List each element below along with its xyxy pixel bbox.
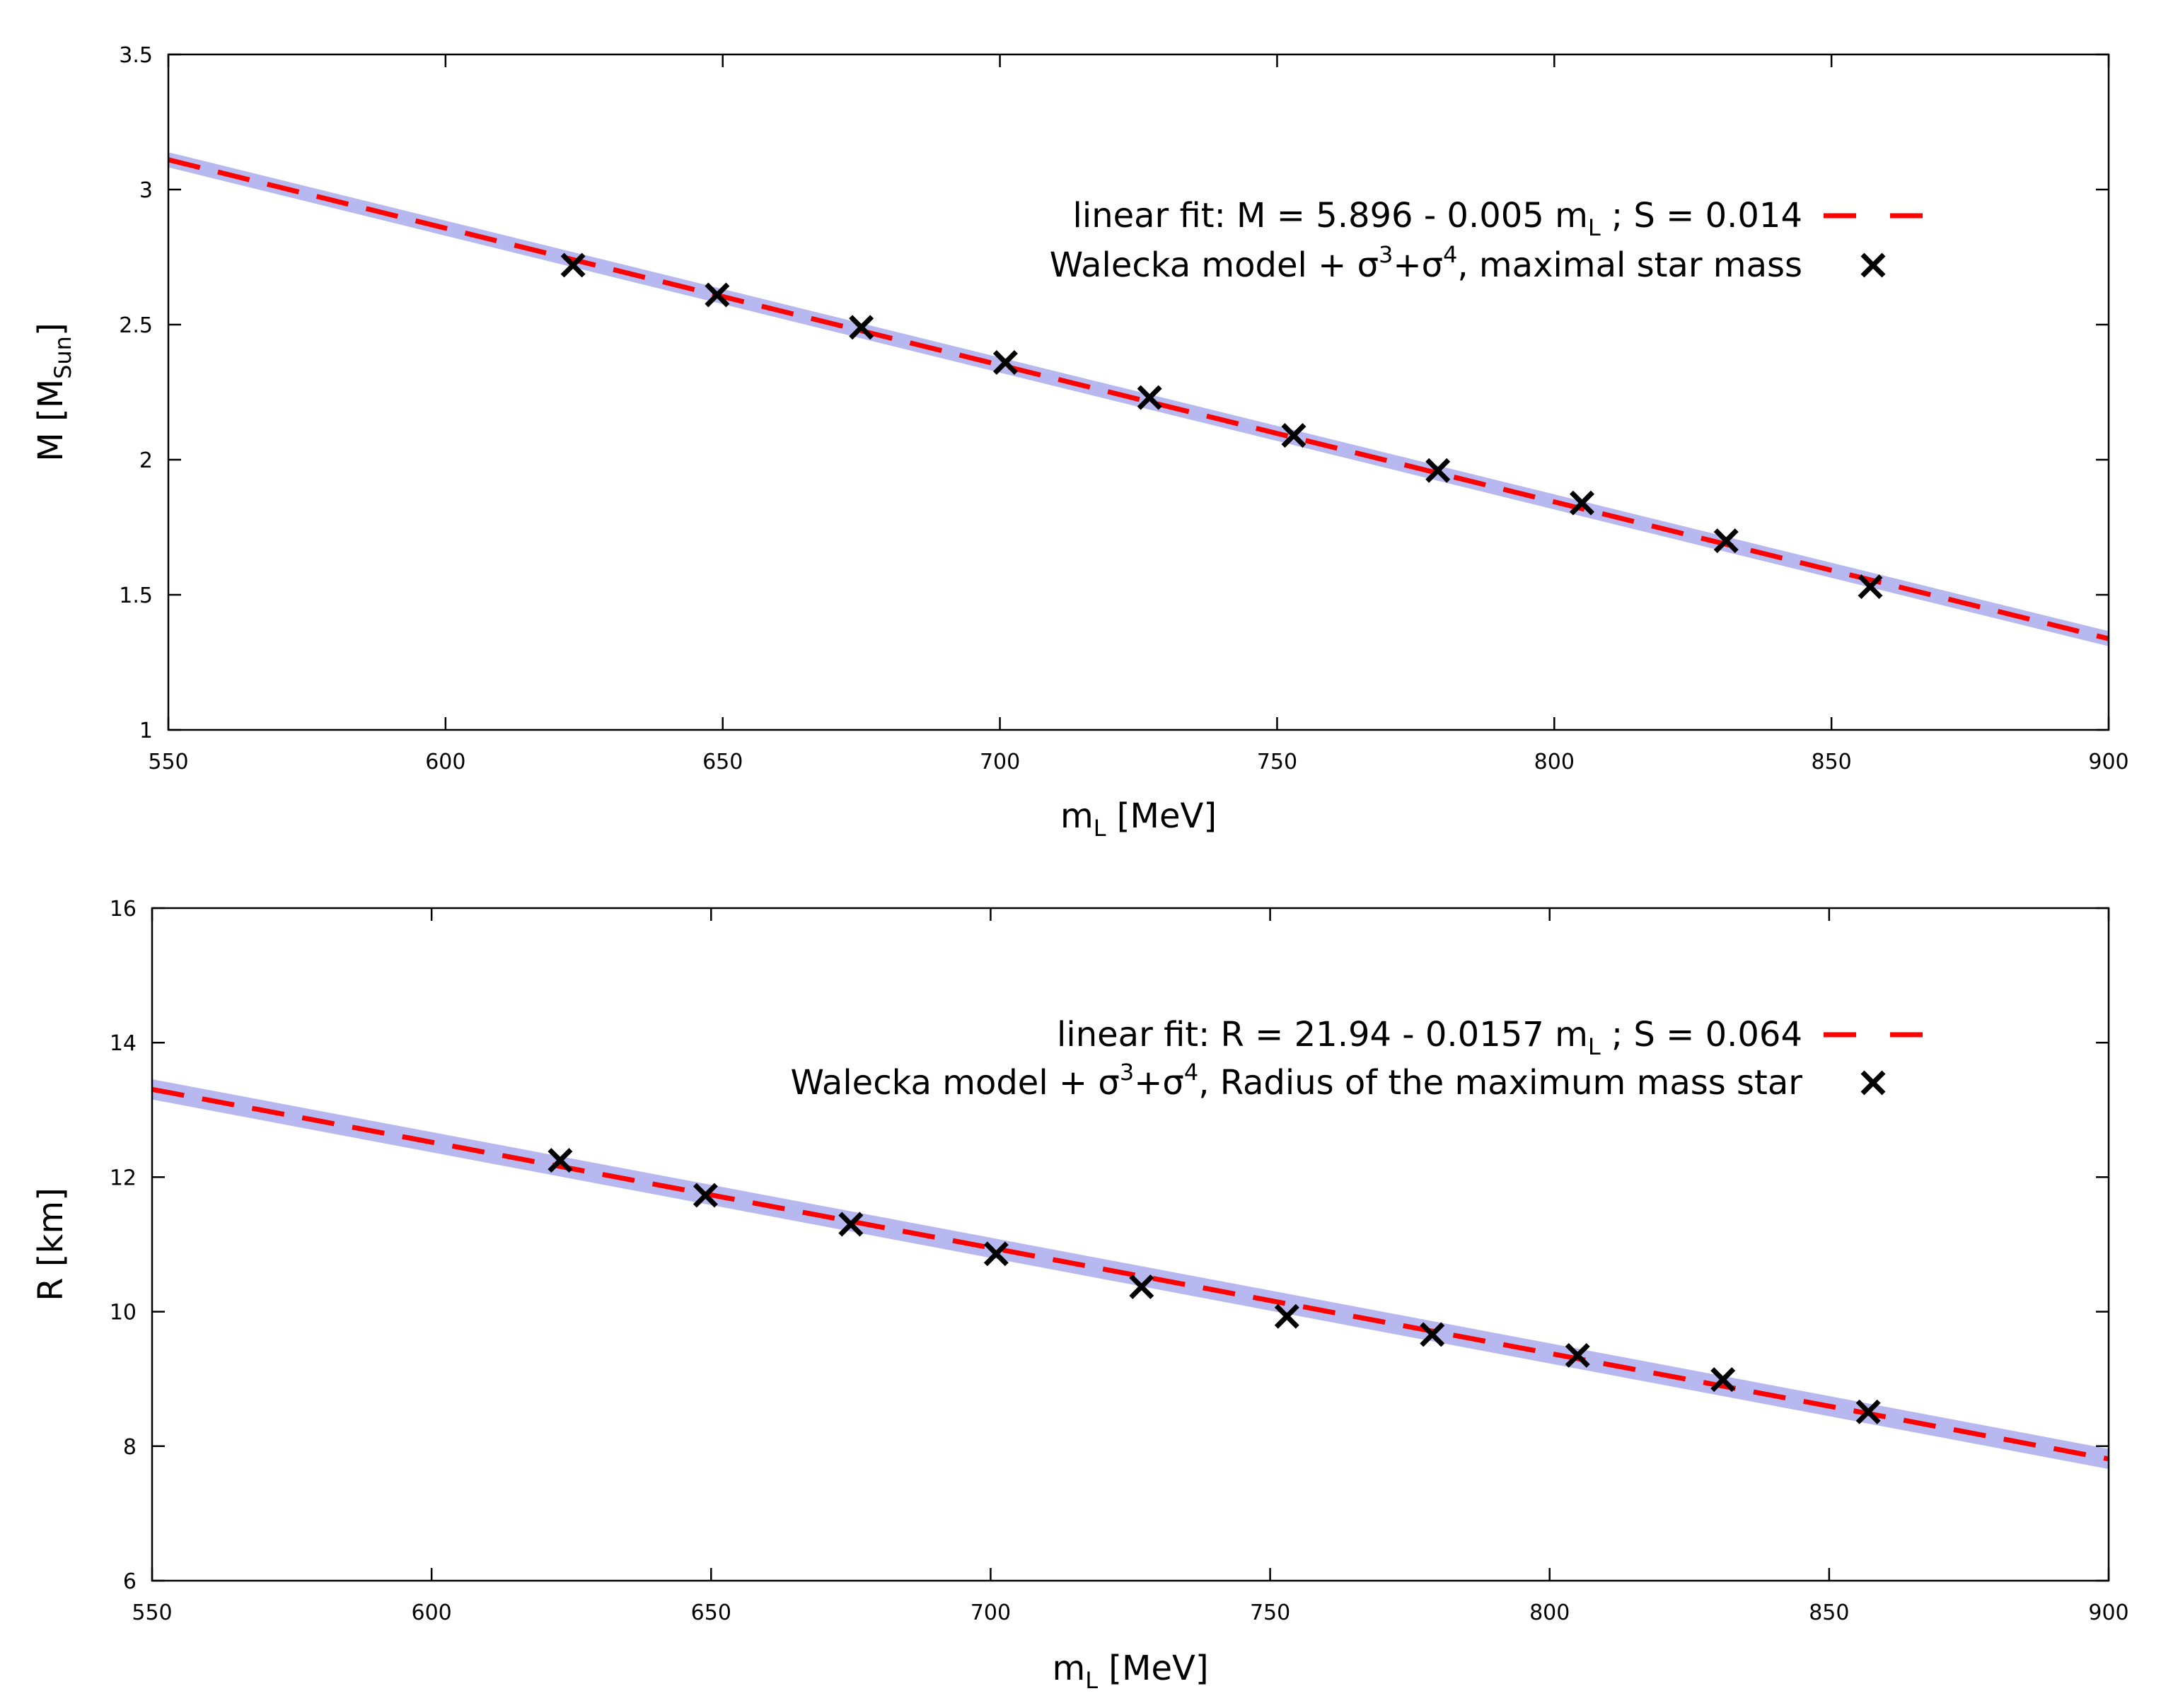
- data-point-6: [1274, 1303, 1299, 1329]
- x-tick-label: 600: [412, 1600, 452, 1625]
- data-point-3: [838, 1212, 864, 1237]
- legend-points-sample: [1860, 1070, 1886, 1096]
- x-axis-title: mL [MeV]: [1052, 1649, 1208, 1694]
- data-point-5: [1137, 385, 1162, 410]
- data-point-4: [992, 350, 1018, 375]
- legend-fit-label: linear fit: R = 21.94 - 0.0157 mL ; S = …: [1057, 1015, 1802, 1060]
- y-tick-label: 12: [110, 1166, 137, 1190]
- y-tick-label: 10: [110, 1301, 137, 1325]
- data-point-2: [693, 1183, 718, 1208]
- legend-points-sample: [1860, 252, 1886, 278]
- data-point-7: [1425, 458, 1451, 483]
- data-point-8: [1565, 1342, 1590, 1368]
- y-tick-label: 16: [110, 897, 137, 922]
- x-tick-label: 750: [1250, 1600, 1290, 1625]
- x-tick-label: 800: [1529, 1600, 1570, 1625]
- x-tick-label: 850: [1809, 1600, 1849, 1625]
- x-tick-label: 900: [2088, 1600, 2128, 1625]
- legend: linear fit: M = 5.896 - 0.005 mL ; S = 0…: [1050, 196, 1923, 285]
- y-tick-label: 2.5: [119, 313, 153, 338]
- data-point-9: [1713, 528, 1739, 554]
- y-tick-label: 14: [110, 1031, 137, 1056]
- y-tick-label: 3: [139, 178, 153, 203]
- data-point-5: [1129, 1274, 1154, 1299]
- x-tick-label: 700: [971, 1600, 1011, 1625]
- data-point-1: [560, 252, 586, 278]
- plot-frame: [167, 53, 2110, 731]
- data-point-10: [1858, 574, 1883, 600]
- y-tick-label: 6: [123, 1569, 137, 1594]
- x-tick-label: 550: [148, 750, 188, 774]
- y-axis-title: M [MSun]: [31, 323, 76, 461]
- x-axis-title: mL [MeV]: [1060, 796, 1217, 842]
- plot-area: [152, 1079, 2109, 1470]
- x-tick-label: 700: [980, 750, 1020, 774]
- data-point-10: [1855, 1399, 1881, 1424]
- x-tick-label: 650: [702, 750, 743, 774]
- y-tick-label: 1.5: [119, 583, 153, 608]
- x-tick-label: 800: [1534, 750, 1575, 774]
- data-point-6: [1281, 423, 1307, 448]
- y-tick-label: 1: [139, 719, 153, 743]
- x-tick-label: 900: [2088, 750, 2128, 774]
- fit-line: [168, 157, 2109, 641]
- data-point-1: [548, 1148, 573, 1173]
- data-point-8: [1569, 490, 1594, 516]
- legend-points-label: Walecka model + σ3+σ4, maximal star mass: [1050, 241, 1802, 285]
- x-tick-label: 850: [1812, 750, 1852, 774]
- plot-panel-1: 550 600 650 700 750 800 850 900 1 1.5 2 2.5 3 3.5 mL […: [31, 43, 2129, 842]
- data-point-9: [1710, 1367, 1736, 1393]
- y-tick-label: 3.5: [119, 43, 153, 68]
- x-tick-label: 550: [132, 1600, 172, 1625]
- legend-fit-label: linear fit: M = 5.896 - 0.005 mL ; S = 0…: [1073, 196, 1802, 241]
- plot-frame: [151, 907, 2110, 1582]
- data-point-3: [849, 315, 874, 340]
- plot-area: [168, 152, 2109, 646]
- x-tick-label: 650: [691, 1600, 731, 1625]
- plot-panel-2: 550 600 650 700 750 800 850 900 6 8 10 12 14 16 mL [Me…: [31, 897, 2129, 1694]
- data-point-7: [1420, 1322, 1445, 1347]
- legend: linear fit: R = 21.94 - 0.0157 mL ; S = …: [791, 1015, 1923, 1103]
- y-tick-label: 2: [139, 448, 153, 473]
- legend-points-label: Walecka model + σ3+σ4, Radius of the max…: [791, 1059, 1803, 1103]
- x-tick-label: 600: [425, 750, 465, 774]
- x-tick-label: 750: [1257, 750, 1297, 774]
- data-point-2: [705, 282, 730, 308]
- y-axis-title: R [km]: [31, 1187, 71, 1301]
- y-tick-label: 8: [123, 1435, 137, 1460]
- data-point-4: [983, 1241, 1009, 1267]
- fit-line: [152, 1086, 2109, 1462]
